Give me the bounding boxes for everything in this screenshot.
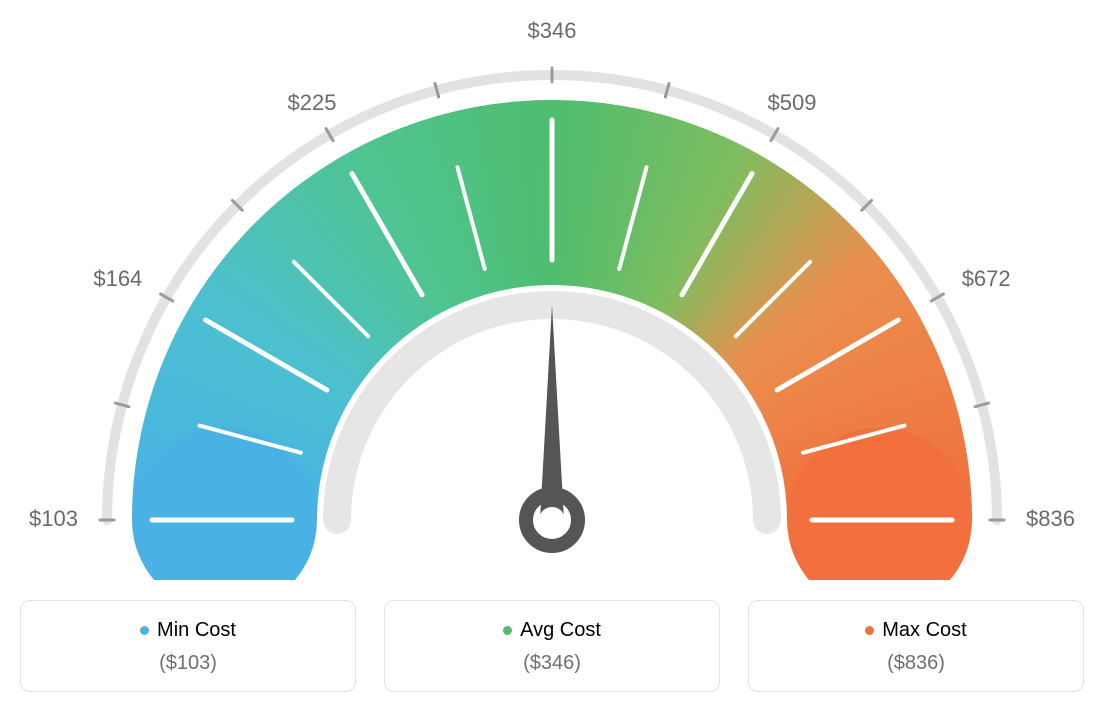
legend-label-max: Max Cost xyxy=(882,619,966,641)
legend-title-min: Min Cost xyxy=(21,619,355,642)
gauge-chart: $103 $164 $225 $346 $509 $672 $836 xyxy=(20,20,1084,580)
legend-value-max: ($836) xyxy=(749,652,1083,675)
legend-card-avg: Avg Cost ($346) xyxy=(384,600,720,692)
legend-value-avg: ($346) xyxy=(385,652,719,675)
legend-title-avg: Avg Cost xyxy=(385,619,719,642)
cost-gauge-container: $103 $164 $225 $346 $509 $672 $836 Min Cost ($… xyxy=(20,20,1084,692)
svg-text:$509: $509 xyxy=(768,90,817,115)
dot-icon xyxy=(503,626,512,635)
legend-value-min: ($103) xyxy=(21,652,355,675)
legend-title-max: Max Cost xyxy=(749,619,1083,642)
legend-label-min: Min Cost xyxy=(157,619,236,641)
legend-label-avg: Avg Cost xyxy=(520,619,601,641)
dot-icon xyxy=(140,626,149,635)
dot-icon xyxy=(865,626,874,635)
svg-text:$672: $672 xyxy=(962,266,1011,291)
legend-card-min: Min Cost ($103) xyxy=(20,600,356,692)
svg-text:$836: $836 xyxy=(1026,506,1075,531)
legend-card-max: Max Cost ($836) xyxy=(748,600,1084,692)
svg-text:$103: $103 xyxy=(29,506,78,531)
svg-text:$225: $225 xyxy=(288,90,337,115)
legend-row: Min Cost ($103) Avg Cost ($346) Max Cost… xyxy=(20,600,1084,692)
svg-text:$346: $346 xyxy=(528,20,577,43)
svg-text:$164: $164 xyxy=(93,266,142,291)
